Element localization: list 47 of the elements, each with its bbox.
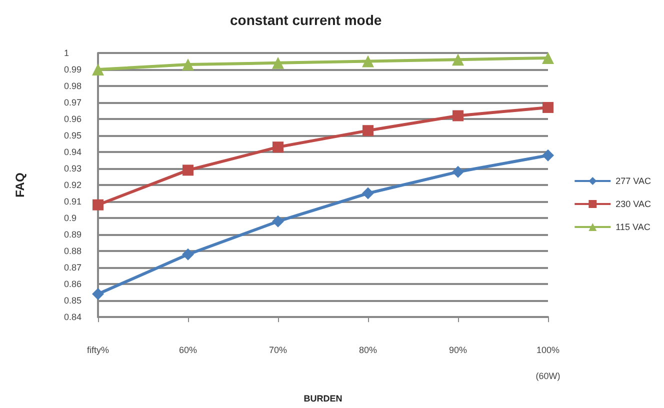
x-tick-label: 80% — [358, 345, 378, 356]
point — [362, 55, 374, 68]
point — [362, 187, 374, 200]
x-axis-title: BURDEN — [304, 394, 342, 404]
point — [182, 58, 194, 71]
y-tick-label: 0.91 — [64, 196, 82, 207]
point — [542, 52, 554, 64]
legend-label: 277 VAC — [616, 176, 652, 186]
category-label: 100% (60W) — [536, 345, 560, 382]
y-tick-label: 0.87 — [64, 262, 82, 273]
legend-label: 115 VAC — [616, 222, 651, 232]
point — [92, 64, 104, 76]
y-tick-label: 0.94 — [64, 147, 82, 158]
point — [362, 125, 374, 136]
point — [92, 199, 104, 210]
point — [452, 166, 464, 178]
point — [452, 54, 464, 66]
y-tick-label: 0.9 — [64, 213, 77, 224]
y-tick-label: 0.86 — [64, 279, 82, 290]
y-tick-label: 0.84 — [64, 312, 82, 322]
point — [452, 110, 464, 122]
x-tick-label: 70% — [268, 345, 288, 356]
y-tick-label: 1 — [64, 48, 70, 58]
x-tick-label: 90% — [448, 345, 468, 356]
y-tick-label: 0.89 — [64, 230, 82, 240]
y-tick-label: 0.88 — [64, 246, 82, 256]
x-tick-label: fifty% — [86, 345, 110, 356]
y-tick-label: 0.93 — [64, 164, 82, 174]
y-tick-label: 0.96 — [64, 114, 82, 124]
y-tick-label: 0.92 — [64, 180, 82, 190]
y-tick-label: 0.85 — [64, 296, 82, 306]
y-axis-title: FAQ — [13, 172, 27, 198]
point — [182, 164, 194, 176]
point — [182, 248, 194, 260]
chart-title: constant current mode — [230, 12, 382, 28]
y-tick-label: 0.99 — [64, 64, 82, 75]
point — [542, 102, 554, 113]
point — [272, 56, 284, 69]
y-tick-label: 0.98 — [64, 81, 82, 92]
y-tick-label: 0.97 — [64, 98, 82, 108]
point — [92, 288, 104, 300]
legend-label: 230 VAC — [616, 199, 652, 209]
point — [272, 215, 284, 228]
point — [542, 149, 554, 162]
point — [272, 142, 284, 153]
x-tick-label: 60% — [178, 345, 198, 356]
y-tick-label: 0.95 — [64, 130, 82, 141]
